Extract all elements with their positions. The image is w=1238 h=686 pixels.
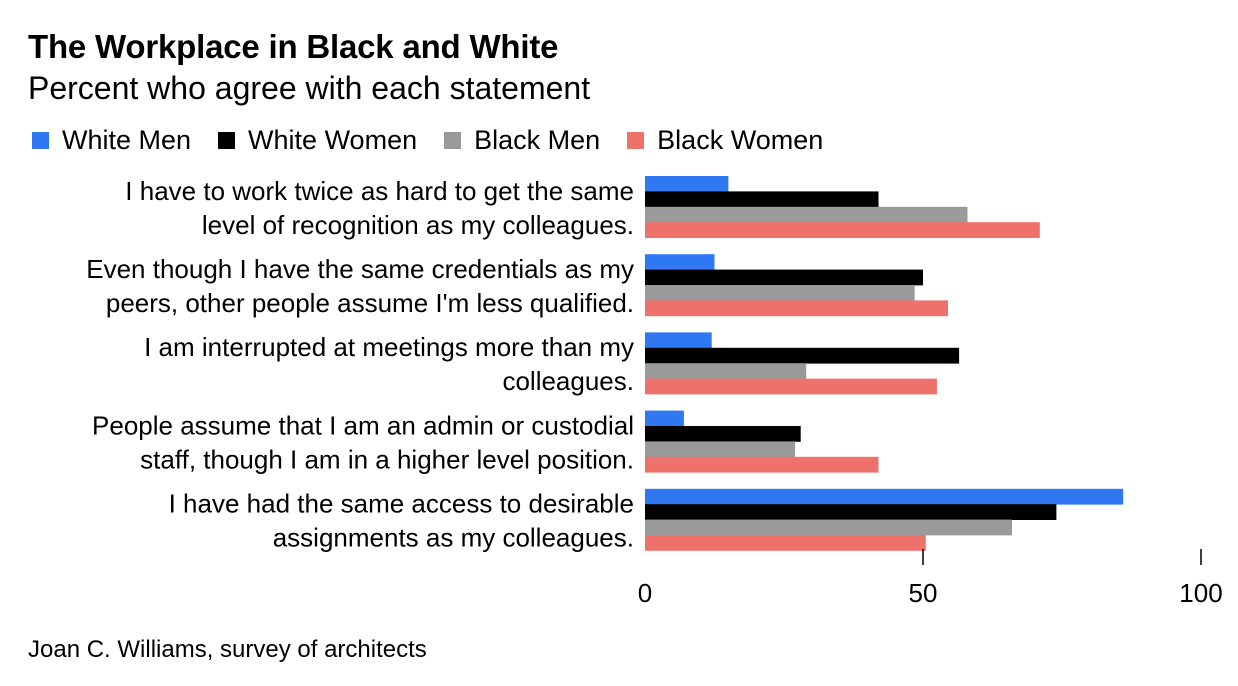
bar-white-women-1 (645, 269, 923, 286)
category-label-2-line-0: I am interrupted at meetings more than m… (144, 332, 634, 362)
legend-swatch-white-women (218, 131, 236, 149)
category-label-1-line-1: peers, other people assume I'm less qual… (106, 288, 634, 318)
bar-white-men-0 (645, 176, 729, 192)
legend-swatch-black-men (444, 131, 462, 149)
bar-black-men-4 (645, 519, 1012, 536)
bar-white-women-4 (645, 504, 1057, 520)
legend-item-black-women: Black Women (627, 125, 823, 156)
legend-swatch-white-men (32, 131, 49, 149)
legend-label-black-men: Black Men (474, 124, 601, 155)
legend-swatch-black-women (627, 131, 645, 149)
category-label-1-line-0: Even though I have the same credentials … (86, 254, 634, 284)
category-label-4-line-0: I have had the same access to desirable (169, 489, 634, 519)
category-label-0-line-0: I have to work twice as hard to get the … (125, 176, 634, 206)
category-label-4-line-1: assignments as my colleagues. (273, 523, 634, 553)
bar-white-women-0 (645, 191, 879, 208)
bar-black-men-2 (645, 363, 807, 379)
legend-item-white-women: White Women (218, 125, 417, 156)
bar-black-women-2 (645, 378, 937, 395)
bar-white-men-1 (645, 254, 715, 270)
source-note: Joan C. Williams, survey of architects (28, 636, 427, 663)
legend-item-black-men: Black Men (444, 125, 600, 156)
category-label-3-line-0: People assume that I am an admin or cust… (92, 410, 634, 440)
category-label-3-line-1: staff, though I am in a higher level pos… (140, 444, 634, 474)
bar-white-men-4 (645, 488, 1124, 505)
bar-black-women-0 (645, 222, 1040, 238)
bar-black-women-4 (645, 535, 926, 551)
chart-subtitle: Percent who agree with each statement (28, 70, 591, 106)
legend-label-black-women: Black Women (657, 124, 824, 155)
legend: White Men White Women Black Men Black Wo… (32, 124, 850, 156)
chart-title: The Workplace in Black and White (28, 28, 559, 65)
x-tick-label-50: 50 (909, 578, 938, 608)
bar-black-men-0 (645, 206, 968, 223)
category-label-0-line-1: level of recognition as my colleagues. (202, 210, 634, 240)
bar-black-men-1 (645, 285, 915, 301)
legend-label-white-men: White Men (62, 124, 192, 155)
category-label-2-line-1: colleagues. (502, 366, 634, 396)
bar-white-men-3 (645, 410, 684, 427)
bar-white-women-2 (645, 347, 960, 364)
bar-black-men-3 (645, 441, 796, 458)
x-tick-label-100: 100 (1179, 578, 1222, 608)
bar-black-women-1 (645, 300, 948, 317)
bar-white-women-3 (645, 426, 801, 442)
bar-white-men-2 (645, 332, 712, 349)
legend-label-white-women: White Women (248, 124, 418, 155)
legend-item-white-men: White Men (32, 125, 191, 156)
bar-black-women-3 (645, 456, 879, 473)
x-tick-label-0: 0 (638, 578, 652, 608)
